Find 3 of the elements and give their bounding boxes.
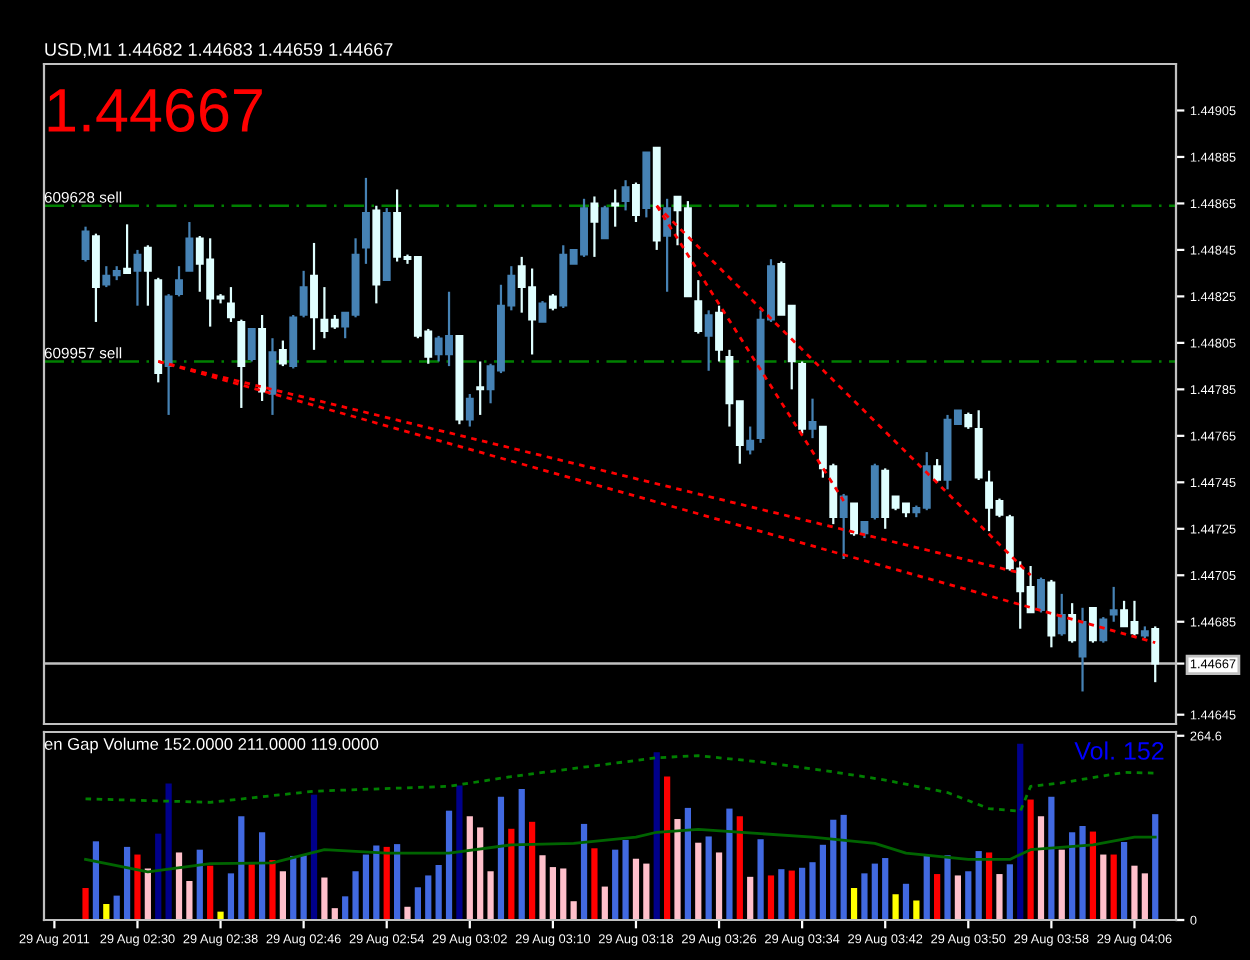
annotation: 1.44667: [48, 88, 262, 132]
annotation: Vol. 152: [1074, 741, 1164, 760]
chart-title: USD,M1 1.44682 1.44683 1.44659 1.44667: [45, 43, 393, 58]
